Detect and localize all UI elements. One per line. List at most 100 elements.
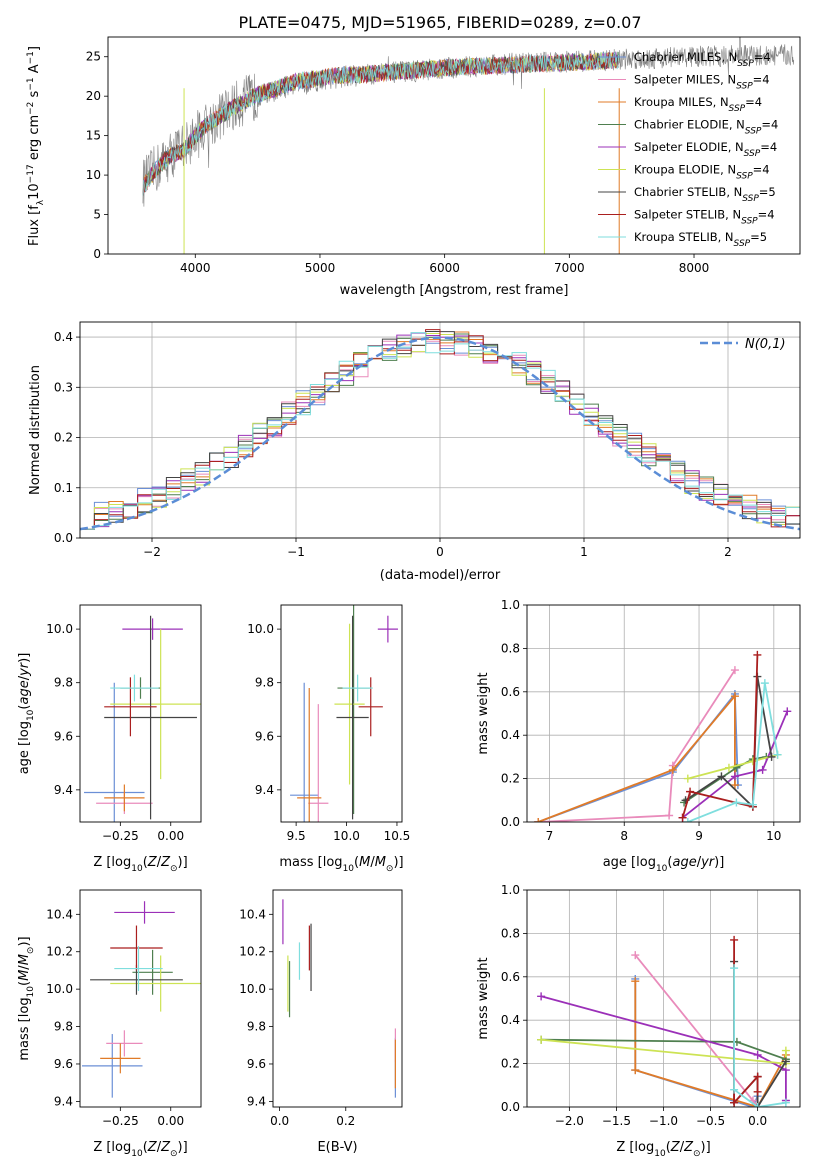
plot-area-age_vs_Z bbox=[84, 615, 201, 822]
legend-label: N(0,1) bbox=[745, 337, 786, 352]
y-tick-label: 10.2 bbox=[46, 945, 73, 959]
weight-marker-salpeter_miles bbox=[730, 666, 739, 675]
y-tick-label: 0.4 bbox=[501, 728, 520, 742]
y-tick-label: 9.6 bbox=[54, 729, 73, 743]
x-tick-label: −0.5 bbox=[696, 1114, 725, 1128]
weight-line-salpeter_miles bbox=[538, 669, 736, 822]
x-tick-label: 8000 bbox=[679, 261, 710, 275]
y-axis-label: Normed distribution bbox=[28, 365, 43, 495]
x-tick-label: −2.0 bbox=[555, 1114, 584, 1128]
x-axis-label: wavelength [Angstrom, rest frame] bbox=[340, 283, 569, 298]
axes-weight_vs_Z: −2.0 −1.5 −1.0 −0.5 0.0 0.0 0.2 0.4 0.6 0.8 1.0 Z [… bbox=[476, 883, 801, 1159]
y-tick-label: 25 bbox=[86, 50, 101, 64]
legend-label: Chabrier STELIB, NSSP=5 bbox=[634, 185, 776, 204]
weight-line-kroupa_miles bbox=[537, 693, 736, 822]
x-tick-label: 2 bbox=[724, 545, 732, 559]
y-tick-label: 0.2 bbox=[501, 1057, 520, 1071]
y-tick-label: 0.6 bbox=[501, 970, 520, 984]
weight-marker-kroupa_elodie bbox=[724, 763, 733, 772]
x-tick-label: −1.5 bbox=[602, 1114, 631, 1128]
weight-marker-kroupa_miles bbox=[730, 781, 739, 790]
x-tick-label: 10.0 bbox=[333, 829, 360, 843]
legend-label: Kroupa MILES, NSSP=4 bbox=[634, 95, 762, 114]
x-tick-label: 0 bbox=[436, 545, 444, 559]
weight-marker-salpeter_elodie bbox=[758, 765, 767, 774]
weight-marker-kroupa_stelib bbox=[760, 679, 769, 688]
y-tick-label: 20 bbox=[86, 89, 101, 103]
x-axis-label: Z [log10(Z/Z⊙)] bbox=[616, 1140, 710, 1159]
y-tick-label: 0.2 bbox=[501, 772, 520, 786]
weight-marker-salpeter_stelib bbox=[753, 650, 762, 659]
gaussian-curve bbox=[80, 336, 800, 531]
weight-marker-kroupa_stelib bbox=[683, 818, 692, 822]
axes-age_vs_mass: 9.5 10.0 10.5 9.4 9.6 9.8 10.0 mass [log10(M/M⊙… bbox=[247, 604, 411, 874]
axes-frame bbox=[526, 604, 801, 823]
weight-marker-salpeter_stelib bbox=[686, 787, 695, 796]
axes-frame bbox=[272, 889, 403, 1108]
weight-marker-salpeter_elodie bbox=[730, 772, 739, 781]
x-tick-label: 7000 bbox=[554, 261, 585, 275]
y-tick-label: 10.4 bbox=[46, 907, 73, 921]
x-axis-label: Z [log10(Z/Z⊙)] bbox=[93, 1140, 187, 1159]
y-axis-label: mass [log10(M/M⊙)] bbox=[17, 936, 36, 1060]
figure-title: PLATE=0475, MJD=51965, FIBERID=0289, z=0… bbox=[238, 13, 641, 32]
y-tick-label: 9.8 bbox=[54, 676, 73, 690]
weight-marker-kroupa_elodie bbox=[748, 757, 757, 766]
y-tick-label: 10.0 bbox=[46, 622, 73, 636]
plot-area-age_vs_mass bbox=[290, 605, 398, 822]
x-tick-label: −2 bbox=[143, 545, 161, 559]
residual-hist-kroupa_stelib bbox=[80, 332, 800, 530]
residual-hist-salpeter_stelib bbox=[80, 329, 800, 530]
x-tick-label: 10.5 bbox=[384, 829, 411, 843]
weight-marker-kroupa_miles bbox=[730, 692, 739, 701]
weight-line-chabrier_stelib bbox=[733, 961, 787, 1107]
x-tick-label: 1 bbox=[580, 545, 588, 559]
y-tick-label: 0.2 bbox=[54, 431, 73, 445]
weight-marker-kroupa_miles bbox=[668, 765, 677, 774]
y-tick-label: 0.6 bbox=[501, 685, 520, 699]
x-axis-label: Z [log10(Z/Z⊙)] bbox=[93, 855, 187, 874]
weight-marker-chabrier_stelib bbox=[767, 752, 776, 761]
y-tick-label: 9.8 bbox=[247, 1020, 266, 1034]
y-tick-label: 9.6 bbox=[54, 1057, 73, 1071]
axes-frame bbox=[79, 604, 202, 823]
y-tick-label: 9.8 bbox=[255, 676, 274, 690]
y-tick-label: 1.0 bbox=[501, 883, 520, 897]
y-tick-label: 1.0 bbox=[501, 598, 520, 612]
y-tick-label: 9.4 bbox=[54, 1094, 73, 1108]
weight-line-salpeter_miles bbox=[634, 954, 759, 1107]
weight-line-salpeter_stelib bbox=[681, 654, 759, 818]
weight-line-kroupa_elodie bbox=[687, 753, 778, 780]
plot-area-weight_vs_Z bbox=[527, 890, 800, 1107]
y-tick-label: 0.4 bbox=[501, 1013, 520, 1027]
y-axis-label: age [log10(age/yr)] bbox=[17, 653, 36, 775]
weight-marker-salpeter_miles bbox=[665, 811, 674, 820]
weight-marker-kroupa_miles bbox=[534, 818, 543, 822]
y-tick-label: 0.1 bbox=[54, 481, 73, 495]
x-axis-label: (data-model)/error bbox=[380, 568, 501, 583]
weight-marker-salpeter_stelib bbox=[730, 1098, 739, 1107]
x-tick-label: 10 bbox=[766, 829, 781, 843]
axes-spectrum: 4000 5000 6000 7000 8000 0 5 10 15 20 25 wavelength… bbox=[26, 36, 801, 298]
y-axis-label: Flux [fλ10−17 erg cm−2 s−1 A−1] bbox=[26, 46, 46, 246]
axes-frame bbox=[526, 889, 801, 1108]
x-tick-label: 9.5 bbox=[287, 829, 306, 843]
y-tick-label: 9.4 bbox=[255, 783, 274, 797]
x-tick-label: −0.25 bbox=[102, 1114, 139, 1128]
axes-frame bbox=[280, 604, 403, 823]
plot-area-mass_vs_Z bbox=[82, 901, 201, 1098]
y-tick-label: 15 bbox=[86, 129, 101, 143]
legend-label: Kroupa ELODIE, NSSP=4 bbox=[634, 163, 770, 182]
y-tick-label: 5 bbox=[93, 208, 101, 222]
x-tick-label: 9 bbox=[695, 829, 703, 843]
x-tick-label: 0.0 bbox=[748, 1114, 767, 1128]
y-tick-label: 0.4 bbox=[54, 330, 73, 344]
axes-residuals: −2 −1 0 1 2 0.0 0.1 0.2 0.3 0.4 (data-model)/error… bbox=[28, 321, 801, 583]
x-axis-label: age [log10(age/yr)] bbox=[603, 855, 725, 874]
model-kroupa_stelib bbox=[142, 51, 620, 196]
y-tick-label: 0.0 bbox=[501, 815, 520, 829]
weight-line-kroupa_miles bbox=[634, 981, 787, 1107]
y-tick-label: 10.0 bbox=[239, 982, 266, 996]
weight-marker-kroupa_stelib bbox=[773, 750, 782, 759]
legend-spectrum: Chabrier MILES, NSSP=4 Salpeter MILES, NS… bbox=[598, 50, 778, 249]
